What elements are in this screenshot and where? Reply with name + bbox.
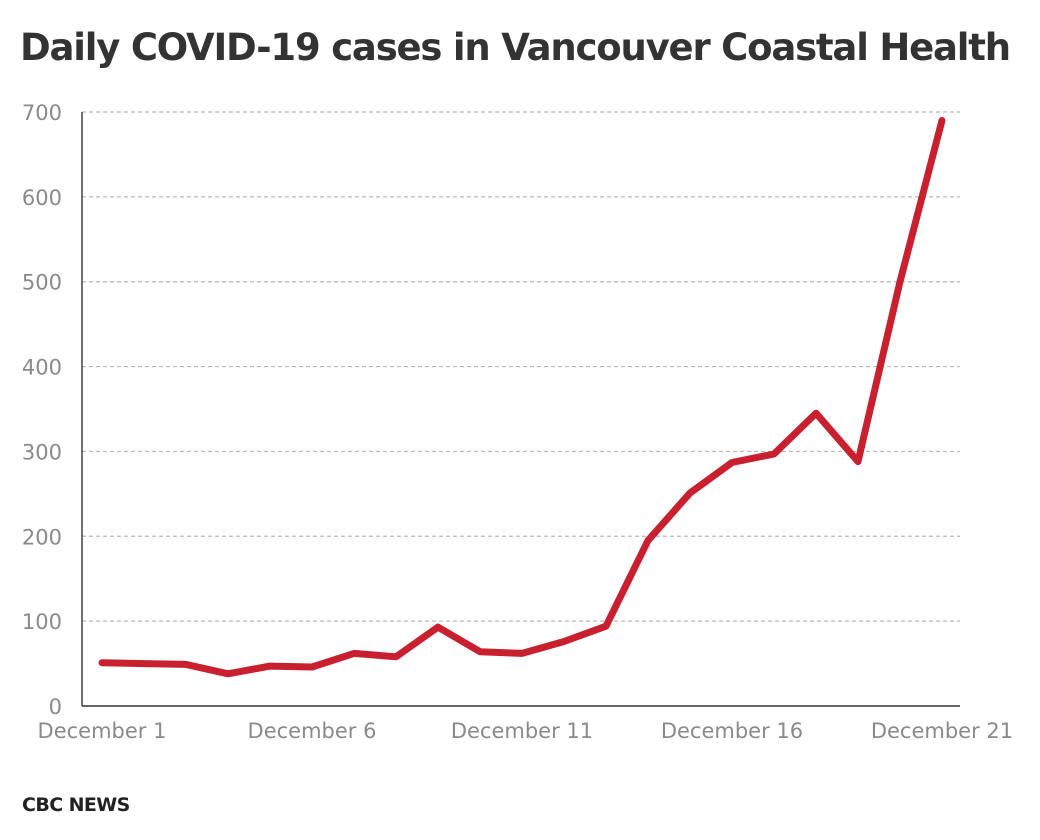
x-tick-label: December 21: [871, 719, 1013, 743]
y-tick-label: 700: [22, 101, 62, 125]
x-tick-label: December 16: [661, 719, 803, 743]
y-tick-label: 500: [22, 271, 62, 295]
y-tick-label: 100: [22, 610, 62, 634]
x-tick-label: December 1: [38, 719, 167, 743]
gridlines: [82, 111, 960, 622]
y-tick-label: 600: [22, 186, 62, 210]
series-lines: [98, 117, 946, 678]
chart-title: Daily COVID-19 cases in Vancouver Coasta…: [20, 26, 1011, 69]
x-tick-label: December 6: [248, 719, 377, 743]
y-tick-label: 300: [22, 440, 62, 464]
y-tick-label: 200: [22, 525, 62, 549]
x-axis-tick-labels: December 1 December 6 December 11 December …: [38, 719, 1014, 743]
series-line: [98, 117, 946, 678]
source-credit: CBC NEWS: [22, 794, 130, 816]
axes: [81, 112, 960, 707]
y-axis-tick-labels: 0 100 200 300 400 500 600 700: [22, 101, 62, 719]
y-tick-label: 400: [22, 356, 62, 380]
y-tick-label: 0: [49, 695, 62, 719]
x-tick-label: December 11: [451, 719, 593, 743]
